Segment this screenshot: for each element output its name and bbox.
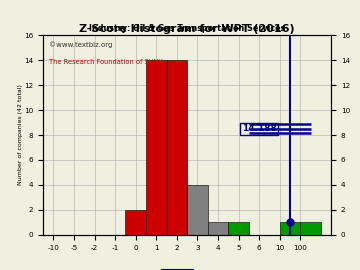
Text: The Research Foundation of SUNY: The Research Foundation of SUNY [49, 59, 162, 65]
Bar [280, 222, 300, 235]
Y-axis label: Number of companies (42 total): Number of companies (42 total) [18, 85, 23, 185]
Bar [187, 185, 208, 235]
Bar [146, 60, 167, 235]
Title: Z-Score Histogram for WPT (2016): Z-Score Histogram for WPT (2016) [80, 24, 295, 34]
Bar [208, 222, 228, 235]
Bar [126, 210, 146, 235]
Bar [300, 222, 321, 235]
Bar [167, 60, 187, 235]
Text: 14.188: 14.188 [242, 124, 276, 133]
Bar [228, 222, 249, 235]
Text: Industry: Oil & Gas Transportation Services: Industry: Oil & Gas Transportation Servi… [89, 24, 285, 33]
Text: ©www.textbiz.org: ©www.textbiz.org [49, 41, 112, 48]
